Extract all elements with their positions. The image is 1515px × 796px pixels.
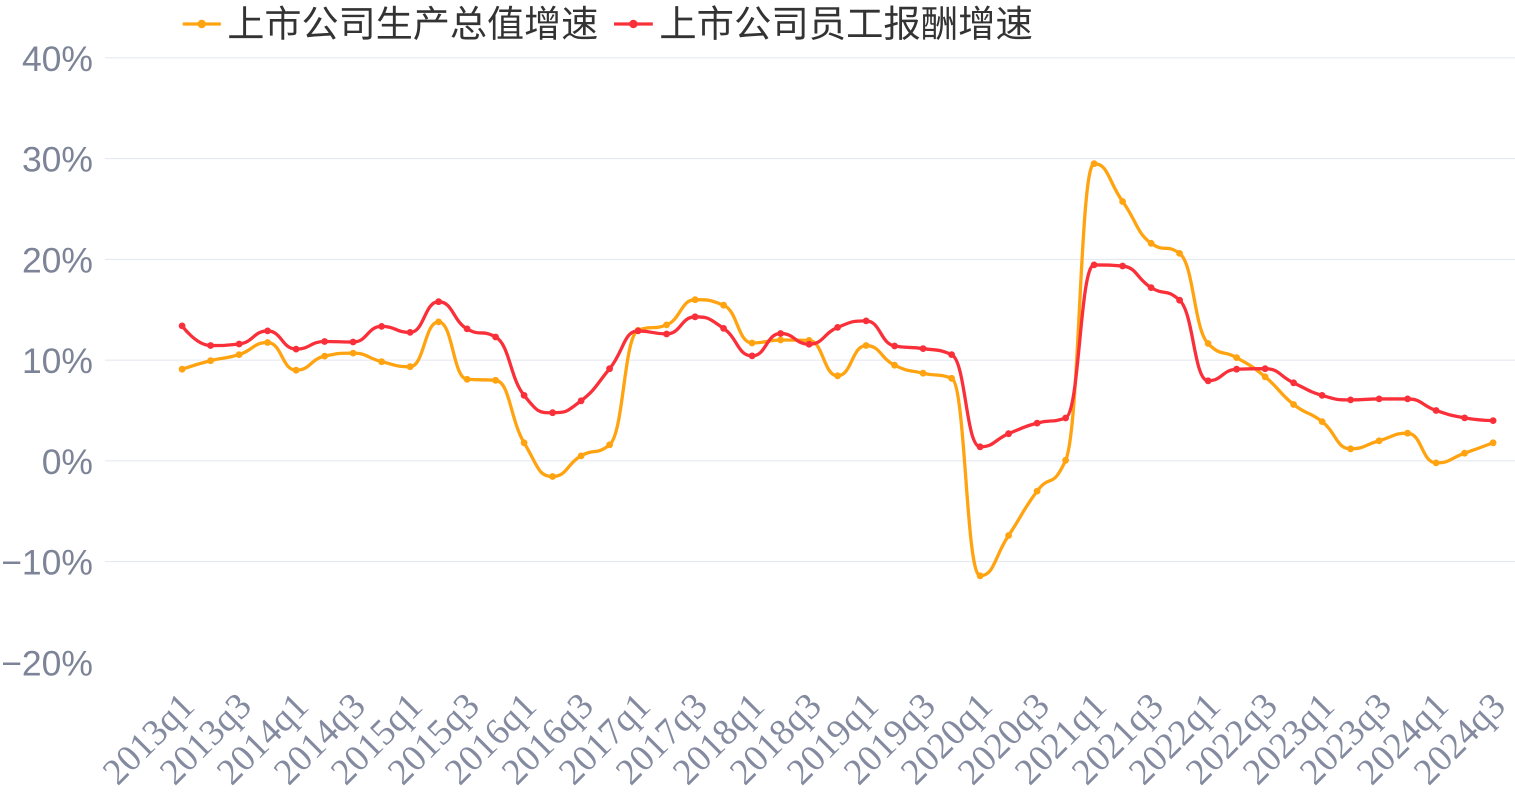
svg-text:−10%: −10% (1, 543, 93, 583)
svg-text:30%: 30% (22, 140, 93, 180)
svg-text:40%: 40% (22, 39, 93, 79)
svg-text:0%: 0% (42, 442, 93, 482)
svg-text:20%: 20% (22, 240, 93, 280)
svg-text:10%: 10% (22, 341, 93, 381)
svg-text:−20%: −20% (1, 643, 93, 683)
